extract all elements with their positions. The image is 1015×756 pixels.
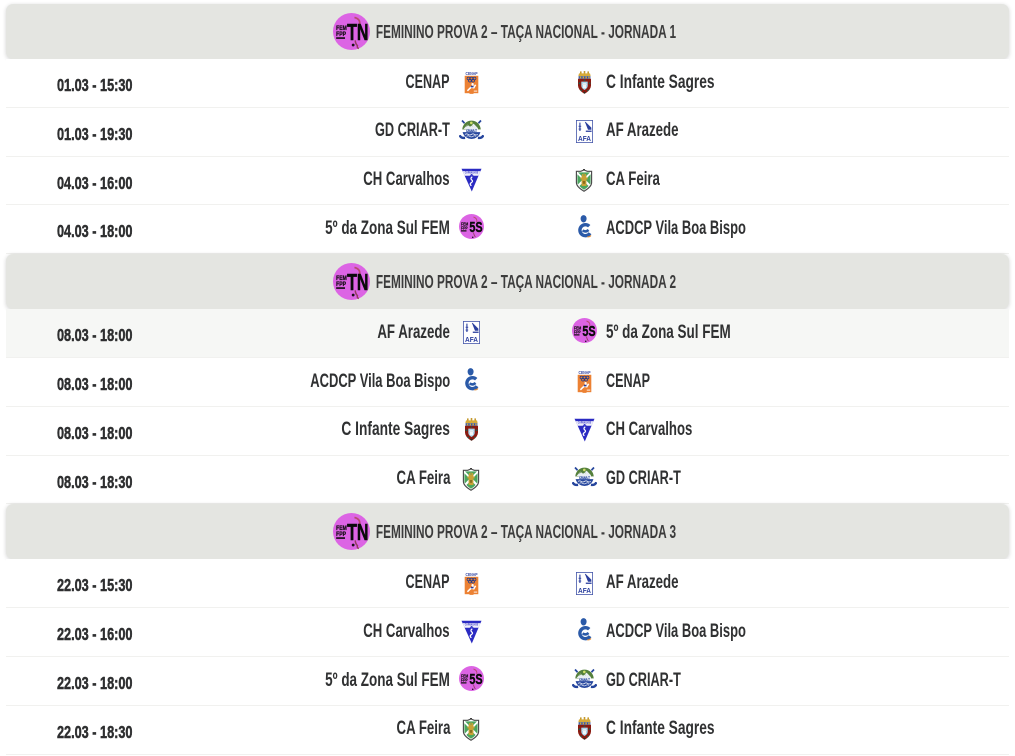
- svg-text:FEM: FEM: [336, 526, 347, 533]
- svg-text:FPP: FPP: [336, 282, 346, 289]
- svg-text:TN: TN: [347, 521, 368, 546]
- svg-text:FEM: FEM: [461, 222, 468, 226]
- svg-text:FEM: FEM: [336, 276, 347, 283]
- svg-text:5S: 5S: [582, 322, 595, 339]
- svg-text:CRIAR-T: CRIAR-T: [466, 128, 477, 133]
- svg-text:CARVALHOS: CARVALHOS: [577, 420, 591, 425]
- svg-text:FPP: FPP: [336, 532, 346, 539]
- svg-text:AFA: AFA: [464, 337, 477, 344]
- svg-text:FEM: FEM: [461, 674, 468, 678]
- svg-text:AFA: AFA: [577, 587, 590, 594]
- svg-text:CRIAR-T: CRIAR-T: [579, 677, 590, 682]
- svg-text:AFA: AFA: [577, 135, 590, 142]
- svg-text:CENAP: CENAP: [465, 572, 477, 577]
- svg-text:FPP: FPP: [574, 330, 581, 334]
- svg-text:FEM: FEM: [336, 25, 347, 32]
- svg-text:FPP: FPP: [461, 226, 468, 230]
- svg-text:CRIAR-T: CRIAR-T: [579, 476, 590, 481]
- svg-text:5S: 5S: [469, 670, 482, 687]
- svg-text:TN: TN: [347, 271, 368, 296]
- svg-text:CENAP: CENAP: [578, 370, 590, 375]
- svg-text:TN: TN: [347, 20, 368, 45]
- svg-text:CENAP: CENAP: [465, 71, 477, 76]
- svg-text:CARVALHOS: CARVALHOS: [464, 170, 478, 175]
- svg-text:FPP: FPP: [336, 32, 346, 39]
- svg-text:CARVALHOS: CARVALHOS: [464, 622, 478, 627]
- svg-text:FPP: FPP: [461, 678, 468, 682]
- svg-text:FEM: FEM: [574, 326, 581, 330]
- svg-text:5S: 5S: [469, 219, 482, 236]
